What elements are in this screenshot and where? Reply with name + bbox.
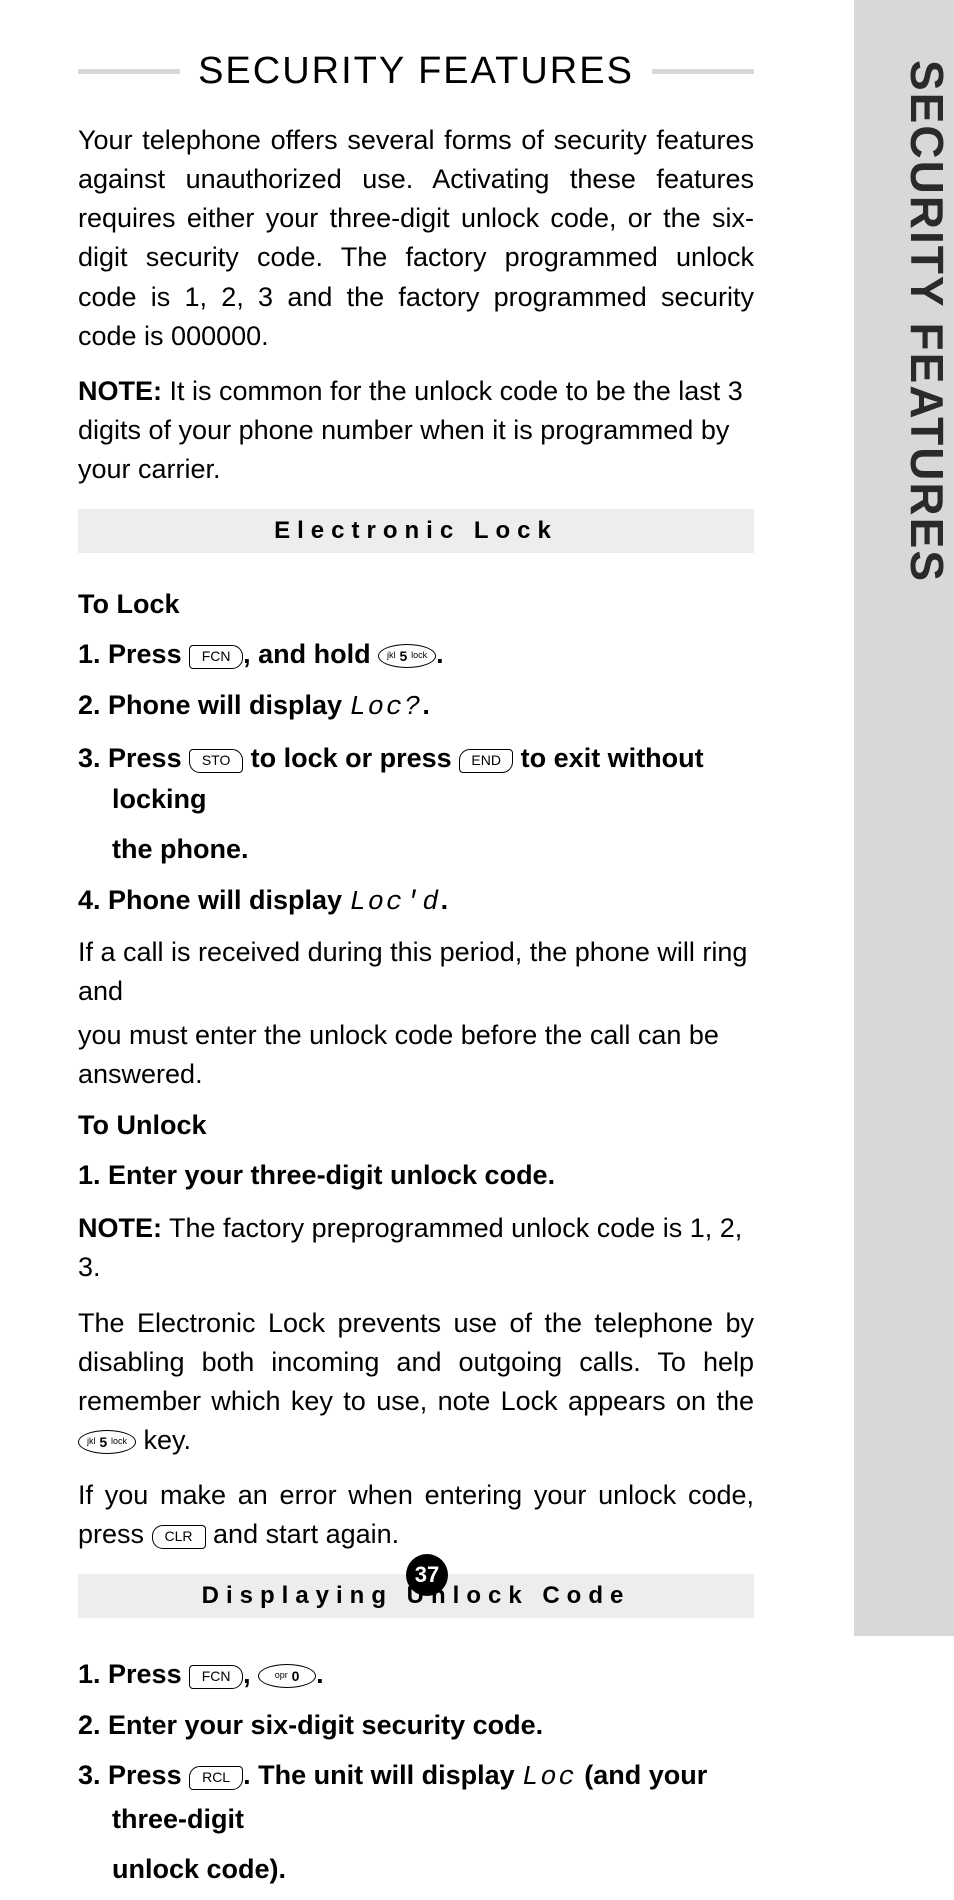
clr-key-icon: CLR <box>152 1525 206 1549</box>
body-para-elock-desc: The Electronic Lock prevents use of the … <box>78 1304 754 1461</box>
content-area: SECURITY FEATURES Your telephone offers … <box>78 50 754 1900</box>
body-para-error: If you make an error when entering your … <box>78 1476 754 1554</box>
note-1-label: NOTE: <box>78 376 162 406</box>
title-row: SECURITY FEATURES <box>78 50 754 93</box>
note-2-text: The factory preprogrammed unlock code is… <box>78 1213 742 1282</box>
lock-step-3-cont: the phone. <box>78 829 754 870</box>
lcd-loc-question: Loc? <box>350 693 423 723</box>
note-1: NOTE: It is common for the unlock code t… <box>78 372 754 489</box>
lock-step-3: 3. Press STO to lock or press END to exi… <box>78 738 754 819</box>
side-tab-label: SECURITY FEATURES <box>854 60 954 583</box>
fcn-key-icon-2: FCN <box>189 1665 243 1689</box>
intro-paragraph: Your telephone offers several forms of s… <box>78 121 754 356</box>
five-key-icon-2: jkl 5 lock <box>78 1430 136 1454</box>
lock-step-2: 2. Phone will display Loc?. <box>78 685 754 729</box>
page-number: 37 <box>406 1554 448 1596</box>
unlock-step-1: 1. Enter your three-digit unlock code. <box>78 1155 754 1196</box>
note-2: NOTE: The factory preprogrammed unlock c… <box>78 1209 754 1287</box>
page-title: SECURITY FEATURES <box>180 50 652 93</box>
note-1-text: It is common for the unlock code to be t… <box>78 376 743 484</box>
sto-key-icon: STO <box>189 749 243 773</box>
end-key-icon: END <box>459 749 513 773</box>
rcl-key-icon: RCL <box>189 1766 243 1790</box>
lock-step-4: 4. Phone will display Loc'd. <box>78 880 754 924</box>
page: SECURITY FEATURES SECURITY FEATURES Your… <box>0 0 954 1636</box>
disp-step-2: 2. Enter your six-digit security code. <box>78 1705 754 1746</box>
lcd-loc: Loc <box>522 1763 577 1793</box>
zero-key-icon: opr 0 <box>258 1664 316 1688</box>
mid-para-line1: If a call is received during this period… <box>78 933 754 1011</box>
page-number-container: 37 <box>0 1554 854 1596</box>
disp-step-1: 1. Press FCN, opr 0. <box>78 1654 754 1695</box>
five-key-icon: jkl 5 lock <box>378 644 436 668</box>
to-unlock-heading: To Unlock <box>78 1110 754 1141</box>
note-2-label: NOTE: <box>78 1213 162 1243</box>
disp-step-3: 3. Press RCL. The unit will display Loc … <box>78 1755 754 1839</box>
lock-step-1: 1. Press FCN, and hold jkl 5 lock. <box>78 634 754 675</box>
disp-step-3-cont: unlock code). <box>78 1849 754 1890</box>
lcd-locd: Loc'd <box>350 888 441 918</box>
side-tab: SECURITY FEATURES <box>854 0 954 1636</box>
section-bar-electronic-lock: Electronic Lock <box>78 509 754 553</box>
to-lock-heading: To Lock <box>78 589 754 620</box>
mid-para-line2: you must enter the unlock code before th… <box>78 1016 754 1094</box>
fcn-key-icon: FCN <box>189 645 243 669</box>
